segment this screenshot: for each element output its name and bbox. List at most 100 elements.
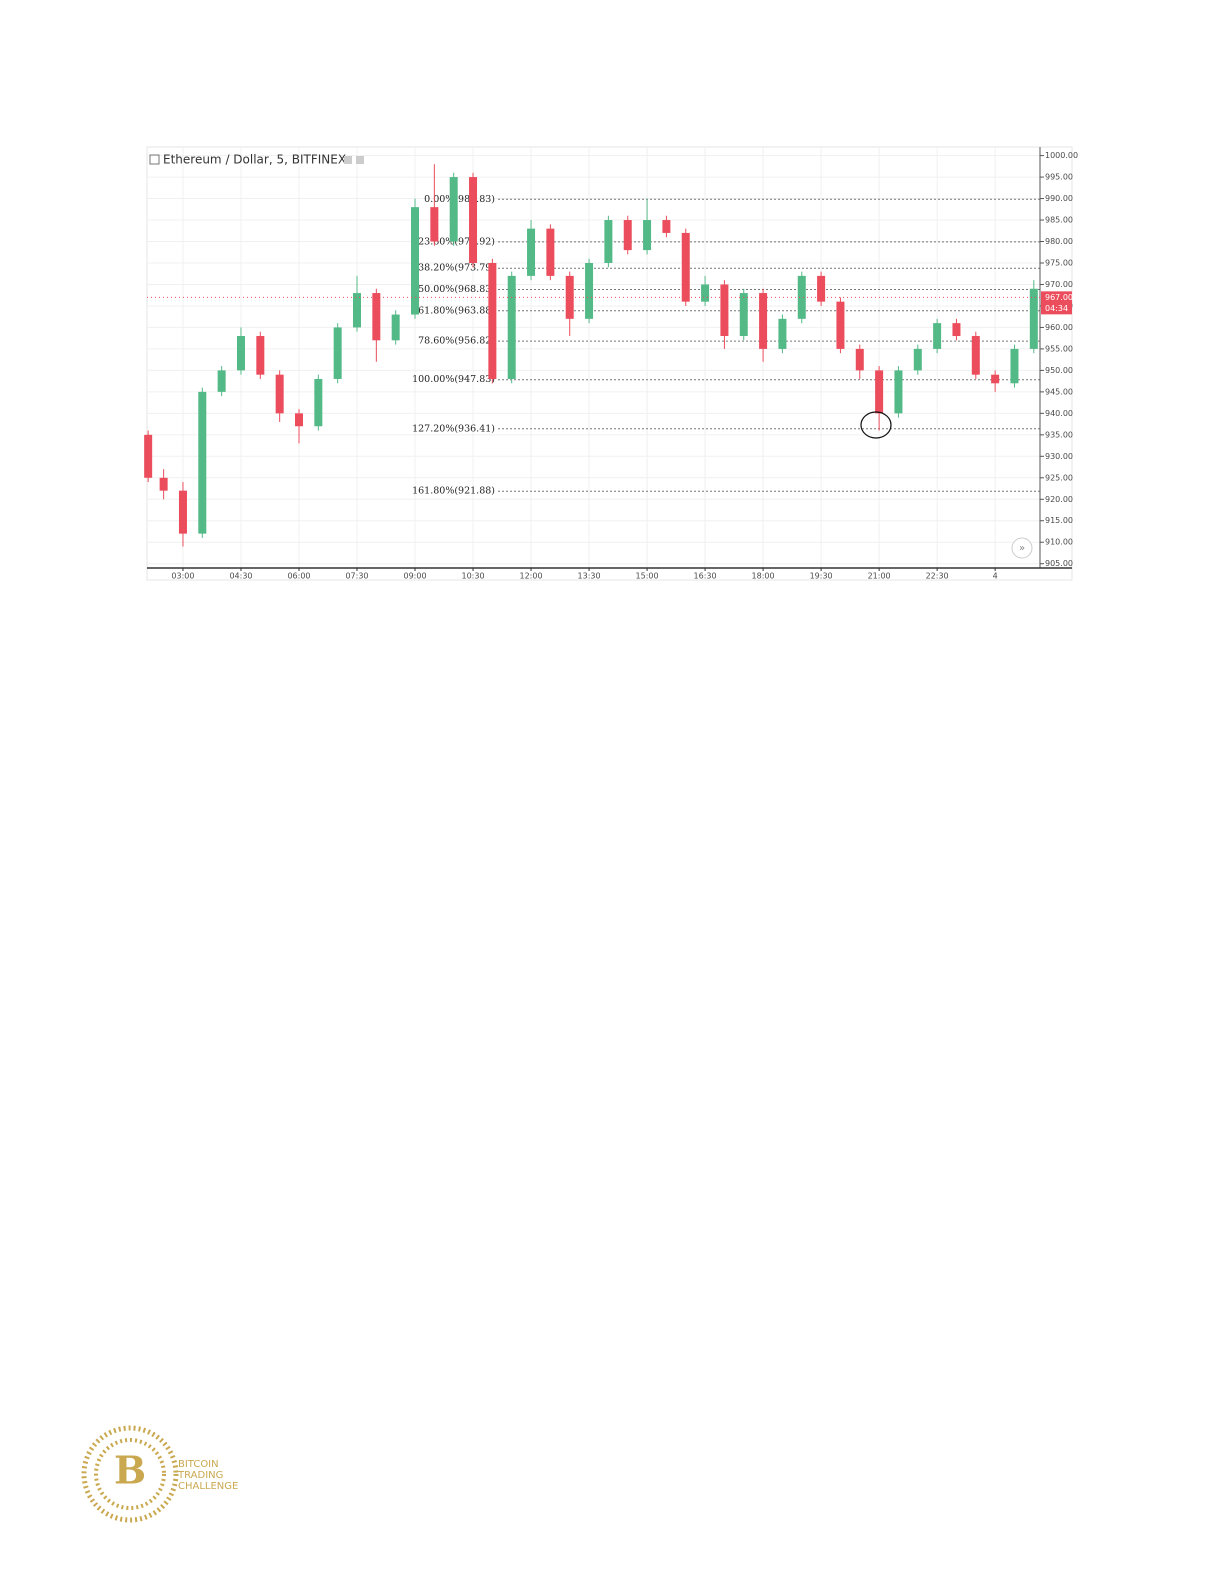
countdown: 04:34 [1045,304,1068,313]
candle-body [933,323,942,349]
fib-label: 100.00%(947.83) [412,374,495,385]
fib-label: 50.00%(968.83) [418,284,495,295]
candle-body [527,228,536,276]
candle-body [701,284,710,302]
candle-body [372,293,381,341]
candle-body [430,207,439,242]
candle-body [913,348,922,371]
candle-body [759,293,768,349]
candle-body [662,220,671,233]
x-tick-label: 04:30 [229,572,252,581]
candle-body [546,228,555,276]
candle-body [469,177,478,263]
candle-body [411,207,420,315]
candle-body [507,275,516,379]
candle-body [585,262,594,319]
chart-frame [146,146,1073,581]
x-tick-label: 07:30 [345,572,368,581]
fib-label: 127.20%(936.41) [412,423,495,434]
y-tick-label: 990.00 [1045,194,1073,203]
y-tick-label: 1000.00 [1045,151,1078,160]
x-tick-label: 16:30 [694,572,717,581]
y-tick-label: 975.00 [1045,258,1073,267]
candle-body [894,370,903,414]
last-price-box [1041,291,1072,315]
settings-icon[interactable] [344,156,352,164]
collapse-icon[interactable] [149,154,160,165]
scroll-button[interactable] [1011,537,1033,559]
candle-body [817,275,826,302]
fib-label: 161.80%(921.88) [412,486,495,497]
candle-body [971,336,980,375]
candle-body [778,318,787,349]
x-tick-label: 06:00 [287,572,310,581]
x-tick-label: 03:00 [171,572,194,581]
logo-line: CHALLENGE [178,1481,238,1492]
candle-body [391,314,400,341]
logo: B BITCOIN TRADING CHALLENGE [81,1425,238,1523]
y-tick-label: 935.00 [1045,430,1073,439]
candle-body [681,232,690,302]
candle-body [643,220,652,251]
x-tick-label: 18:00 [752,572,775,581]
logo-text: BITCOIN TRADING CHALLENGE [177,1459,238,1492]
x-tick-label: 22:30 [926,572,949,581]
x-tick-label: 19:30 [810,572,833,581]
logo-ring-inner [94,1438,166,1510]
logo-line: TRADING [177,1470,223,1481]
x-tick-label: 09:00 [403,572,426,581]
logo-symbol: B [114,1448,146,1493]
y-tick-label: 980.00 [1045,237,1073,246]
highlight-circle [860,411,892,439]
candle-body [333,327,342,379]
candle-body [353,293,362,328]
x-tick-label: 10:30 [461,572,484,581]
y-tick-label: 955.00 [1045,344,1073,353]
y-tick-label: 905.00 [1045,559,1073,568]
fib-label: 38.20%(973.79) [418,263,495,274]
candle-body [623,220,632,251]
candle-body [178,490,187,534]
y-tick-label: 925.00 [1045,473,1073,482]
candle-body [720,284,729,337]
fib-label: 61.80%(963.88) [418,305,495,316]
x-tick-label: 15:00 [636,572,659,581]
candle-body [739,293,748,337]
candle-body [604,220,613,263]
x-tick-label: 12:00 [520,572,543,581]
candle-body [275,374,284,414]
candle-body [855,348,864,371]
x-tick-label: 21:00 [868,572,891,581]
last-price-label: 967.00 [1045,293,1073,302]
scroll-icon: » [1019,543,1025,554]
candle-body [144,434,153,478]
grid [147,147,1040,568]
fibonacci-levels: 0.00%(989.83) 23.60%(979.92) 38.20%(973.79… [412,194,1040,497]
candle-body [314,378,323,427]
y-tick-label: 985.00 [1045,216,1073,225]
candle-body [836,301,845,349]
axes: 905.00 910.00 915.00 920.00 925.00 930.00 935.… [147,151,1078,581]
chart-title: Ethereum / Dollar, 5, BITFINEX [163,153,346,167]
y-tick-label: 995.00 [1045,173,1073,182]
candle-body [1029,288,1038,349]
y-tick-label: 940.00 [1045,409,1073,418]
candle-body [797,275,806,319]
candle-body [217,370,226,392]
candle-body [1010,348,1019,384]
y-tick-label: 910.00 [1045,538,1073,547]
candle-body [991,374,1000,384]
x-tick-label: 4 [993,572,998,581]
close-icon[interactable] [356,156,364,164]
candle-body [875,370,884,414]
fib-label: 0.00%(989.83) [424,194,495,205]
y-tick-label: 970.00 [1045,280,1073,289]
y-tick-label: 915.00 [1045,516,1073,525]
x-tick-label: 13:30 [578,572,601,581]
candle-body [294,413,303,427]
candle-body [236,336,245,371]
y-tick-label: 960.00 [1045,323,1073,332]
candle-body [952,323,961,337]
y-tick-label: 950.00 [1045,366,1073,375]
